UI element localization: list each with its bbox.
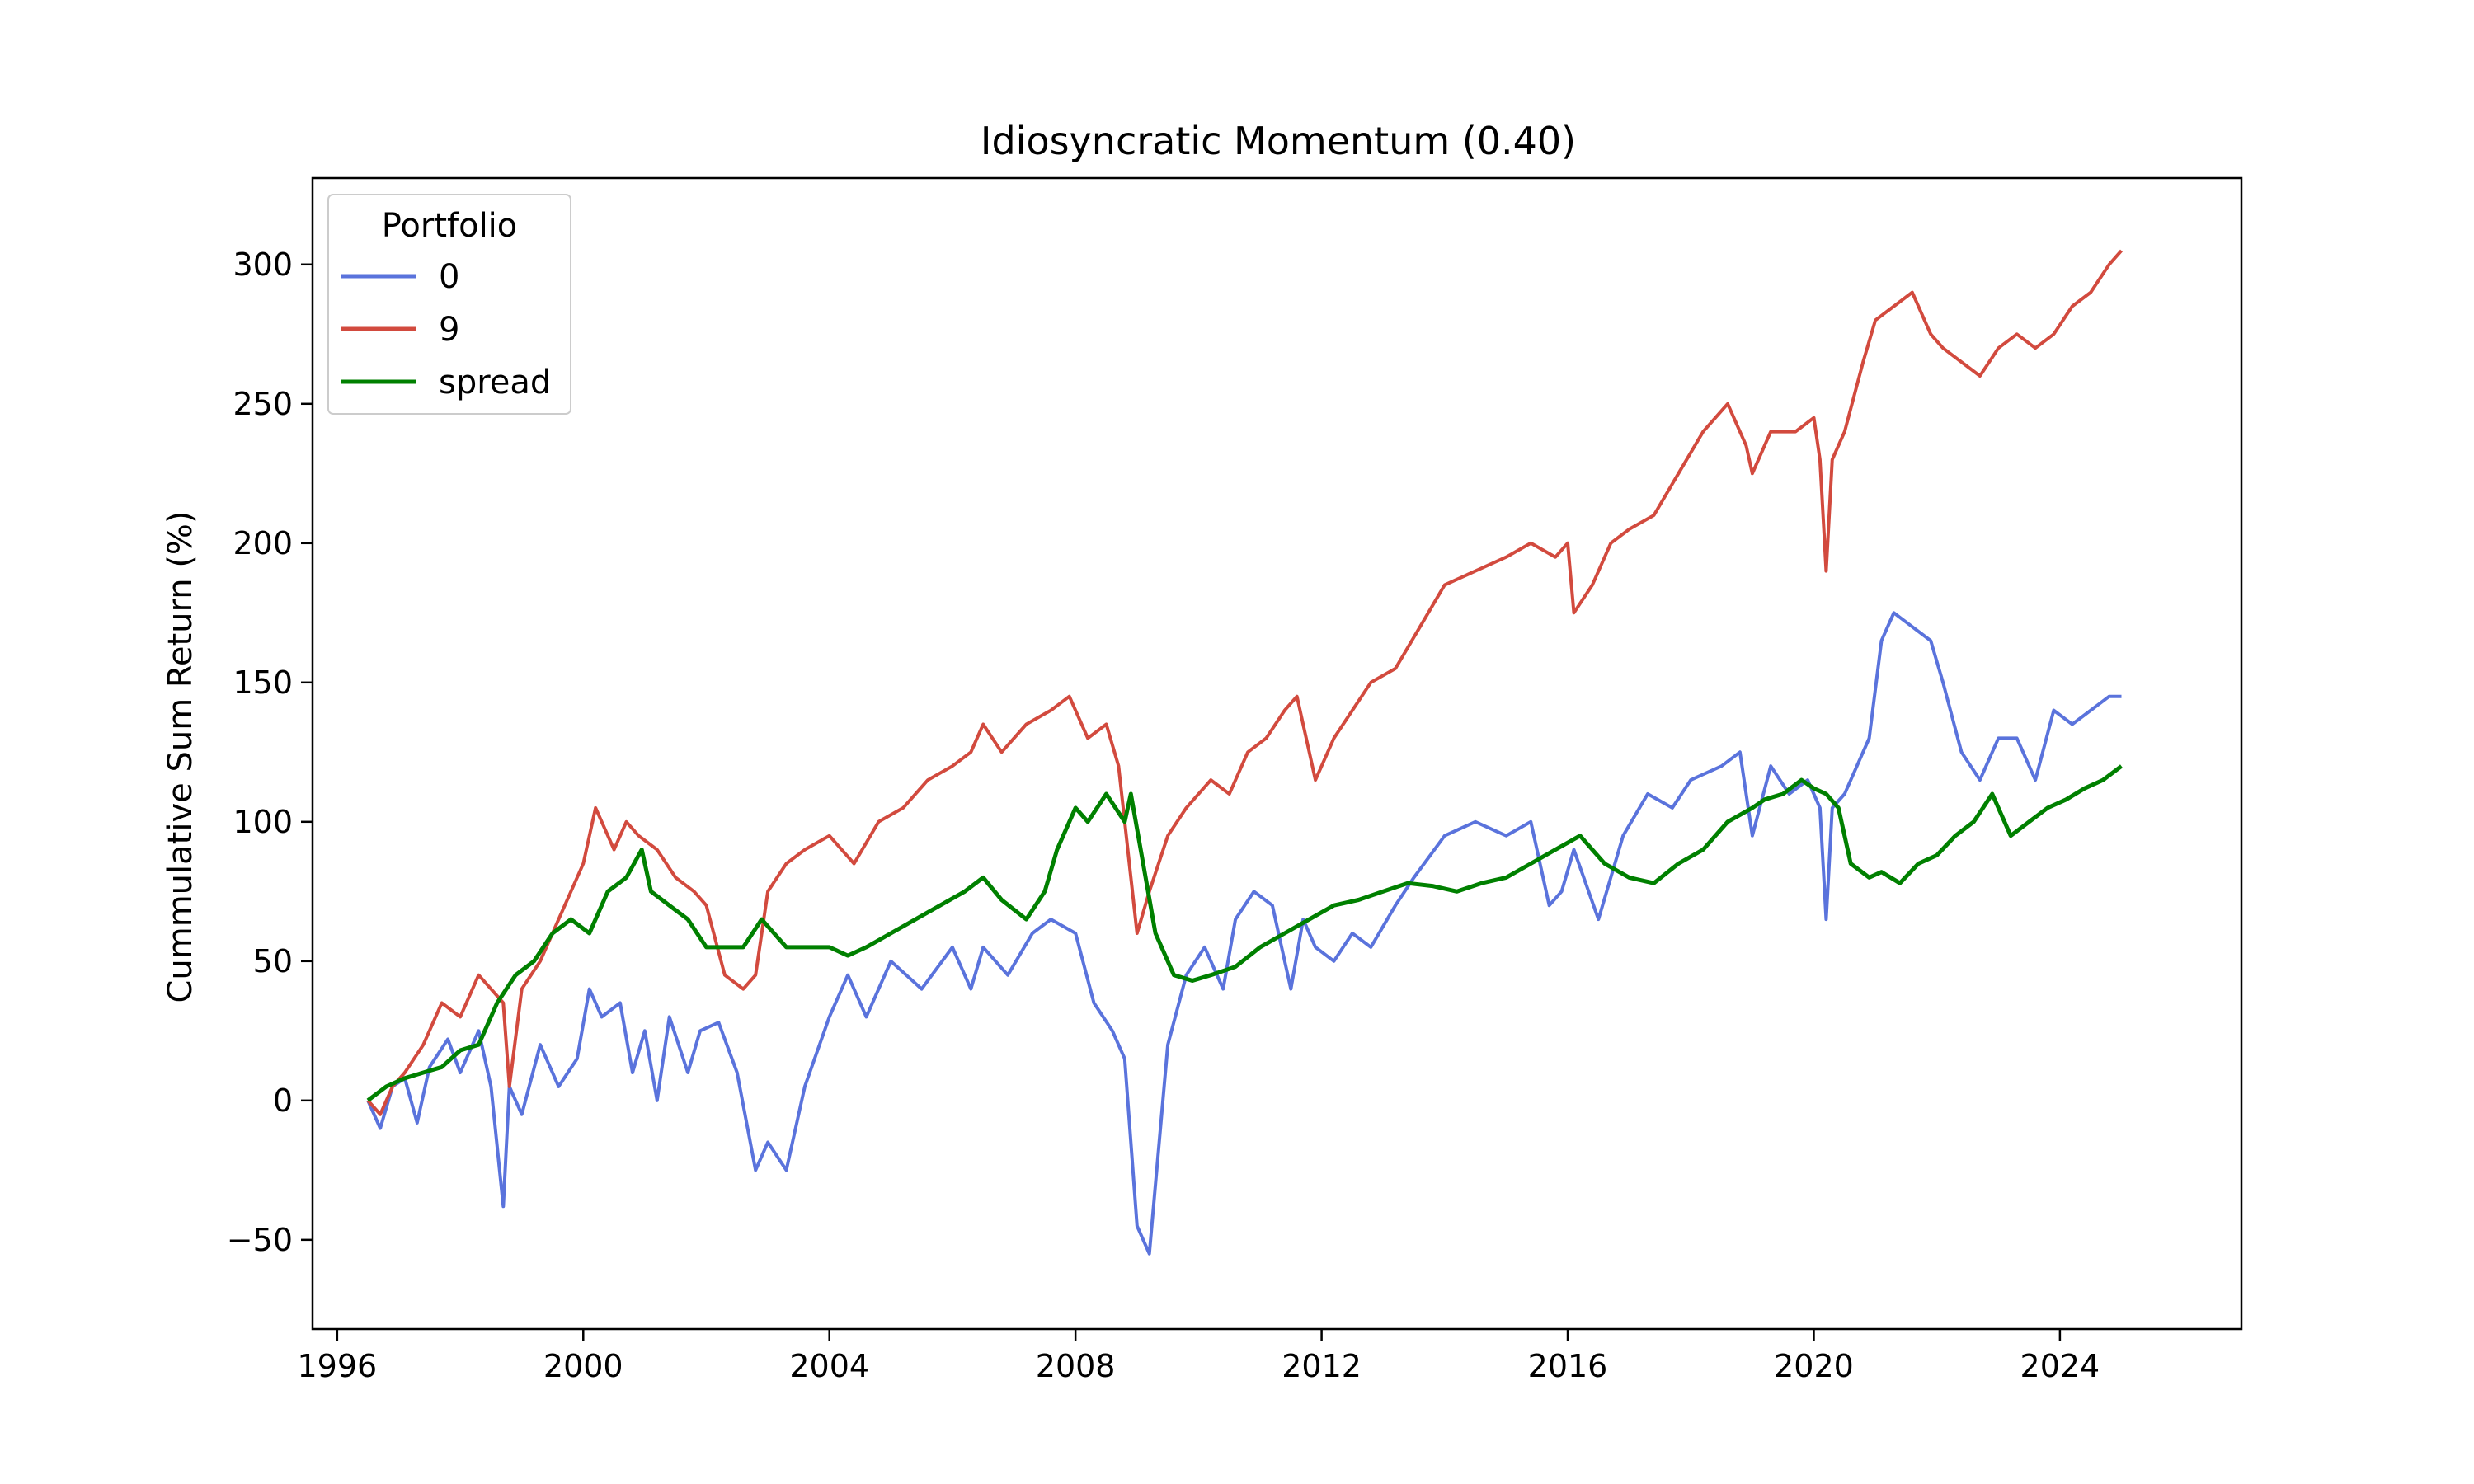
x-tick-label: 2012 xyxy=(1282,1348,1362,1384)
legend-label: 9 xyxy=(439,311,459,349)
legend-label: spread xyxy=(439,364,551,402)
y-tick-label: 100 xyxy=(233,804,293,840)
plot-area xyxy=(366,249,2124,1256)
series-line-0 xyxy=(366,611,2122,1256)
legend-entries: 0 9 spread xyxy=(341,258,551,402)
x-tick-label: 2004 xyxy=(789,1348,869,1384)
x-axis: 1996 2000 2004 2008 2012 2016 2020 2024 xyxy=(297,1329,2100,1384)
legend-title: Portfolio xyxy=(382,207,518,245)
legend-frame xyxy=(327,194,571,415)
x-tick-label: 2020 xyxy=(1774,1348,1854,1384)
axes-frame xyxy=(311,176,2243,1331)
y-axis-label: Cummulative Sum Return (%) xyxy=(162,510,200,1003)
series-layer xyxy=(366,249,2124,1256)
y-tick-label: 50 xyxy=(253,943,293,979)
chart-title: Idiosyncratic Momentum (0.40) xyxy=(981,119,1576,163)
y-tick-label: 0 xyxy=(273,1082,293,1119)
x-tick-label: 2000 xyxy=(543,1348,623,1384)
legend: Portfolio 0 9 spread xyxy=(327,194,571,415)
x-tick-label: 1996 xyxy=(297,1348,377,1384)
x-tick-label: 2024 xyxy=(2020,1348,2100,1384)
x-tick-label: 2008 xyxy=(1036,1348,1116,1384)
y-tick-label: −50 xyxy=(227,1222,293,1258)
y-tick-label: 300 xyxy=(233,247,293,283)
x-tick-label: 2016 xyxy=(1528,1348,1608,1384)
y-tick-label: 200 xyxy=(233,525,293,561)
y-axis: −50 0 50 100 150 200 250 300 xyxy=(227,247,313,1258)
y-tick-label: 150 xyxy=(233,665,293,701)
legend-label: 0 xyxy=(439,258,459,296)
series-line-spread xyxy=(366,764,2124,1102)
y-tick-label: 250 xyxy=(233,386,293,422)
series-line-9 xyxy=(366,249,2124,1116)
